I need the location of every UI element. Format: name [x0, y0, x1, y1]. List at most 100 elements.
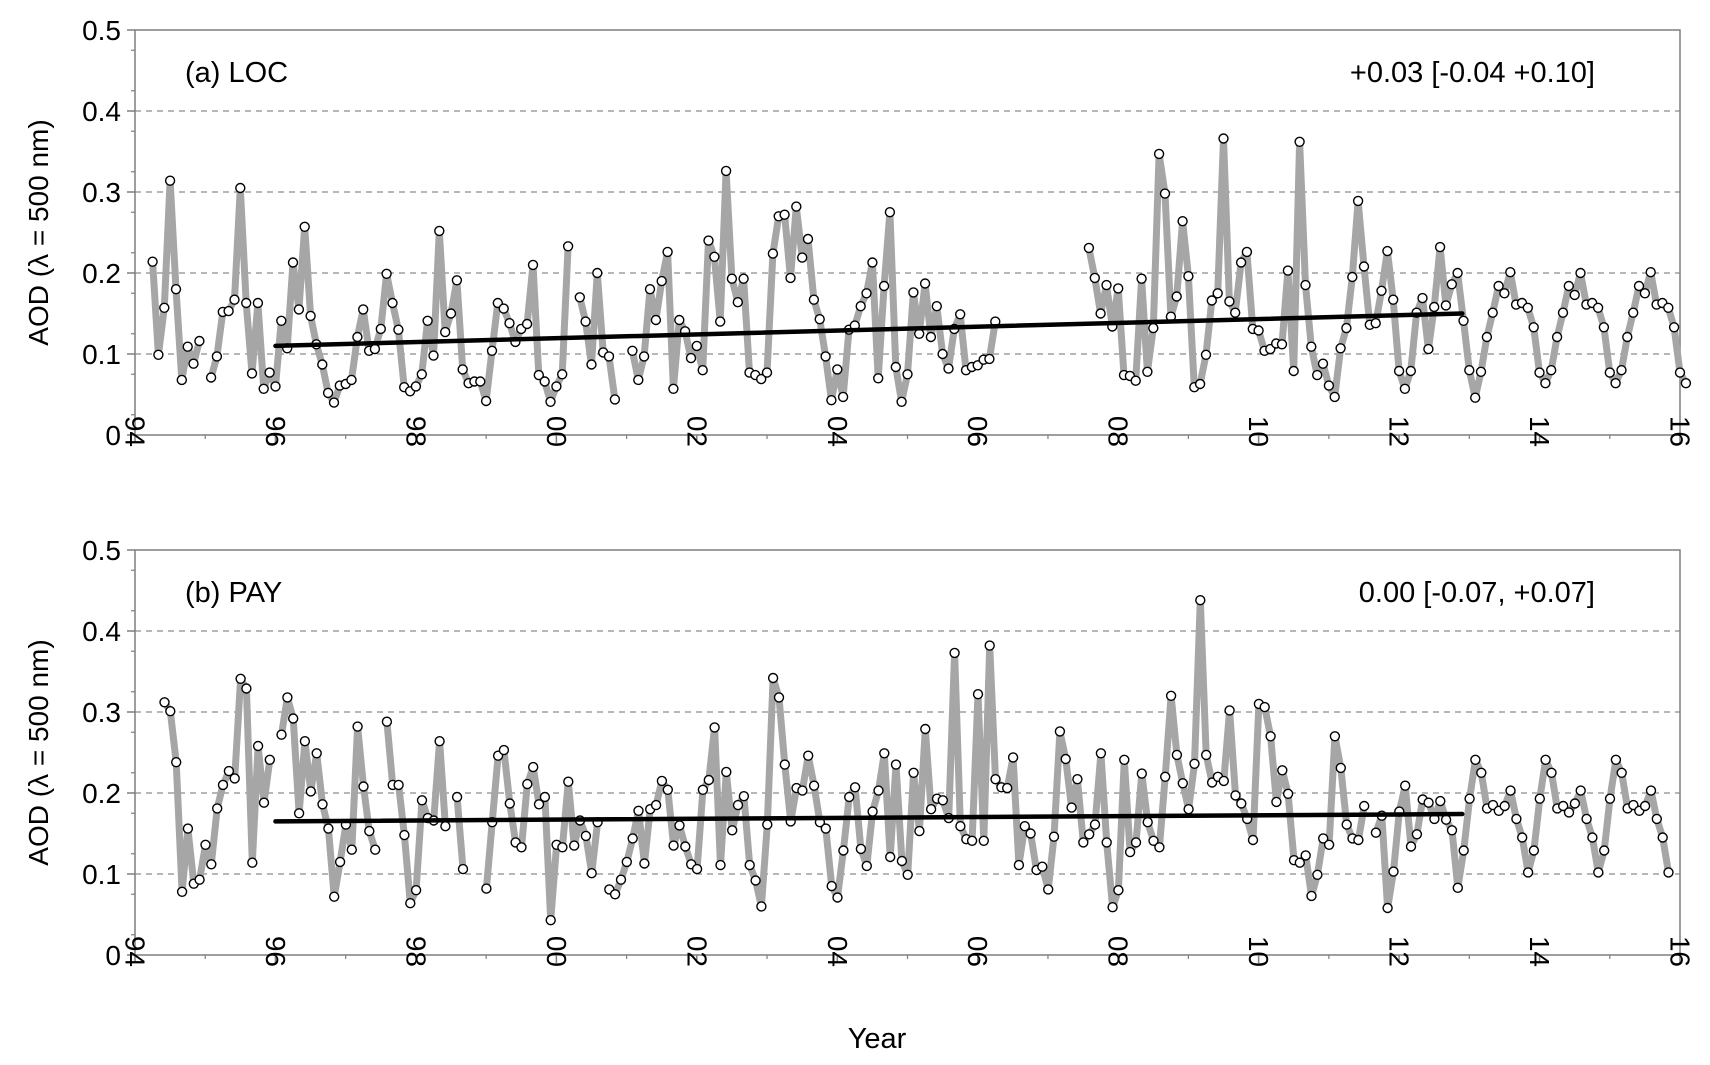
- y-axis-title: AOD (λ = 500 nm): [23, 639, 54, 865]
- data-point: [609, 889, 621, 900]
- x-tick-label: 00: [541, 416, 572, 447]
- data-point: [1323, 380, 1335, 391]
- data-point: [1107, 902, 1118, 913]
- data-point: [738, 791, 750, 802]
- data-point: [715, 316, 726, 327]
- data-point: [1458, 845, 1469, 856]
- data-point: [1101, 837, 1112, 848]
- x-tick-label: 14: [1524, 416, 1555, 447]
- y-tick-label: 0.3: [82, 177, 121, 208]
- data-point: [305, 310, 316, 322]
- data-point: [1224, 296, 1235, 307]
- data-point: [820, 351, 831, 362]
- data-point: [1183, 804, 1194, 815]
- data-point: [1306, 890, 1317, 902]
- data-point: [703, 774, 714, 786]
- data-point: [1528, 845, 1540, 856]
- data-point: [1124, 846, 1136, 858]
- data-point: [358, 781, 369, 792]
- data-point: [1294, 136, 1305, 148]
- data-point: [1622, 331, 1633, 343]
- data-point: [1423, 343, 1434, 355]
- data-point: [504, 318, 515, 329]
- plot-frame: [134, 549, 1681, 956]
- data-point: [972, 689, 984, 700]
- data-point: [767, 672, 779, 684]
- data-point: [375, 323, 386, 335]
- data-point: [276, 315, 287, 326]
- x-tick-label: 04: [822, 936, 853, 967]
- data-point: [732, 297, 743, 308]
- data-point: [1645, 267, 1656, 278]
- data-point: [434, 736, 445, 747]
- data-point: [533, 799, 545, 810]
- data-point: [416, 795, 428, 806]
- y-tick-label: 0: [105, 940, 121, 971]
- data-point: [393, 324, 404, 335]
- data-point: [1054, 726, 1066, 737]
- y-tick-label: 0.5: [82, 535, 121, 566]
- data-point: [358, 304, 369, 315]
- data-point: [1119, 754, 1130, 765]
- data-point: [563, 776, 574, 787]
- data-point: [1083, 829, 1095, 840]
- data-point: [709, 722, 720, 733]
- data-point: [1376, 285, 1387, 296]
- data-point: [1288, 365, 1299, 377]
- data-point: [170, 757, 182, 768]
- data-point: [914, 825, 925, 837]
- x-tick-label: 94: [120, 416, 151, 447]
- data-point: [1464, 365, 1475, 376]
- data-point: [1130, 837, 1142, 848]
- data-point: [1668, 322, 1680, 333]
- data-point: [1072, 774, 1083, 785]
- data-point: [252, 297, 264, 309]
- data-point: [1680, 378, 1692, 389]
- data-point: [697, 784, 709, 795]
- data-point: [1078, 837, 1089, 848]
- data-point: [311, 748, 322, 759]
- data-point: [194, 874, 205, 885]
- data-point: [205, 372, 217, 383]
- data-point: [1581, 813, 1592, 825]
- data-point: [164, 175, 176, 186]
- data-point: [1657, 832, 1668, 843]
- data-point: [194, 335, 205, 347]
- data-point: [1575, 267, 1586, 279]
- data-point: [422, 315, 433, 326]
- data-point: [908, 287, 919, 298]
- data-point: [674, 820, 685, 831]
- data-point: [1487, 307, 1498, 318]
- data-point: [1265, 731, 1276, 742]
- data-point: [557, 842, 568, 853]
- data-point: [709, 251, 720, 262]
- data-point: [849, 782, 861, 793]
- data-point: [627, 833, 638, 844]
- data-point: [229, 773, 240, 784]
- data-point: [1311, 369, 1323, 381]
- data-point: [896, 855, 908, 867]
- x-tick-label: 16: [1665, 416, 1696, 447]
- data-point: [1037, 861, 1048, 872]
- data-point: [1095, 748, 1107, 759]
- data-point: [750, 875, 761, 886]
- data-point: [498, 744, 510, 756]
- data-point: [317, 799, 328, 810]
- data-point: [761, 367, 773, 378]
- data-point: [837, 391, 849, 403]
- x-tick-label: 96: [260, 936, 291, 967]
- data-point: [1475, 366, 1487, 377]
- data-point: [1089, 819, 1101, 830]
- data-point: [797, 785, 808, 796]
- data-point: [1382, 902, 1393, 914]
- data-point: [1598, 322, 1610, 333]
- data-point: [1651, 813, 1663, 825]
- data-point: [1218, 775, 1230, 787]
- data-point: [586, 359, 597, 370]
- data-point: [902, 369, 913, 380]
- data-point: [925, 804, 937, 815]
- data-point: [896, 396, 907, 407]
- y-tick-label: 0.1: [82, 859, 121, 890]
- data-point: [1399, 383, 1411, 394]
- data-point: [1095, 308, 1106, 319]
